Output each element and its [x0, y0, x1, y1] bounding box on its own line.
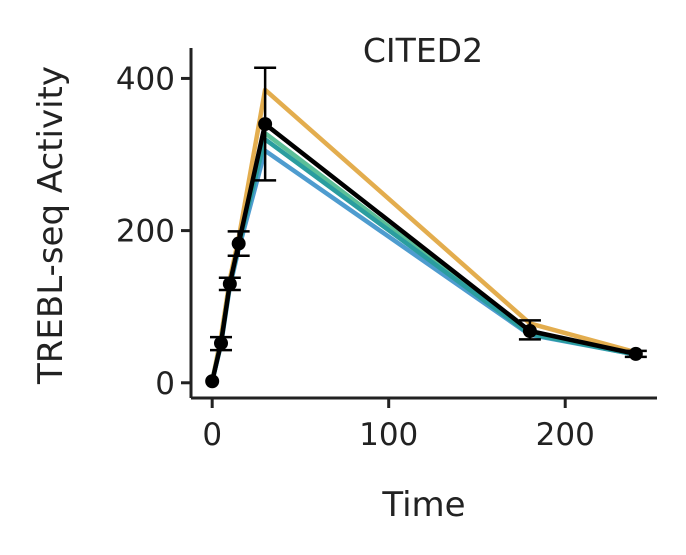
y-ticks: 0 200 400 — [116, 61, 191, 402]
x-tick-label: 200 — [536, 417, 595, 453]
data-points — [205, 117, 643, 389]
x-axis-label: Time — [381, 485, 465, 525]
y-axis-label: TREBL-seq Activity — [31, 66, 71, 385]
y-tick-label: 400 — [116, 61, 175, 97]
data-point — [214, 336, 229, 351]
data-point — [628, 346, 643, 361]
x-tick-label: 100 — [359, 417, 418, 453]
data-point — [205, 374, 220, 389]
series-lines — [209, 87, 639, 384]
y-tick-label: 0 — [155, 366, 175, 402]
y-tick-label: 200 — [116, 214, 175, 250]
chart-title: CITED2 — [363, 31, 483, 70]
data-point — [231, 236, 246, 251]
error-bars — [210, 66, 647, 359]
x-tick-label: 0 — [202, 417, 222, 453]
series-line-1 — [209, 148, 639, 384]
data-point — [522, 324, 537, 339]
data-point — [258, 117, 273, 132]
data-point — [222, 276, 237, 291]
x-ticks: 0 100 200 — [202, 398, 595, 453]
